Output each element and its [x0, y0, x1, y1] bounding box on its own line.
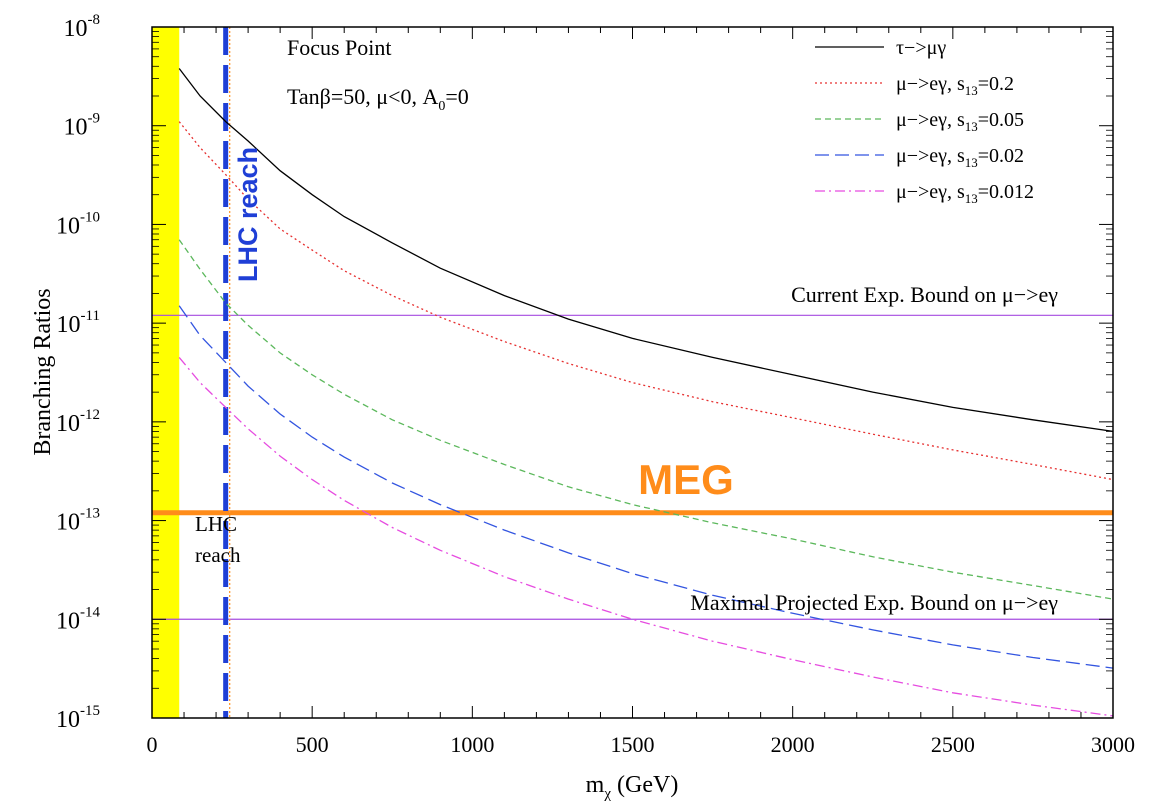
series-line-3 [178, 305, 1114, 669]
lhc-reach-label-line-1: LHC [195, 512, 237, 536]
lhc-reach-label-line-2: reach [195, 543, 241, 567]
legend-label-3: μ−>eγ, s13=0.02 [896, 145, 1024, 170]
x-tick-label: 2000 [771, 732, 815, 757]
y-axis-label: Branching Ratios [30, 288, 56, 455]
legend-label-2: μ−>eγ, s13=0.05 [896, 109, 1024, 134]
y-tick-label: 10-8 [64, 12, 101, 42]
legend-label-0: τ−>μγ [896, 37, 946, 59]
legend-label-1: μ−>eγ, s13=0.2 [896, 73, 1014, 98]
annotation-title-1: Focus Point [287, 35, 392, 60]
x-axis-label: mχ (GeV) [586, 772, 679, 802]
x-tick-label: 500 [296, 732, 329, 757]
series-layer [178, 68, 1114, 717]
x-tick-label: 0 [147, 732, 158, 757]
series-line-2 [178, 239, 1114, 600]
series-line-4 [178, 356, 1114, 717]
annotation-layer: Focus Point Tanβ=50, μ<0, A0=0 LHC reach LH… [195, 35, 1058, 615]
x-tick-label: 2500 [931, 732, 975, 757]
y-tick-label: 10-9 [64, 111, 101, 141]
y-tick-label: 10-14 [56, 604, 100, 634]
lhc-reach-vertical-label: LHC reach [233, 147, 263, 282]
x-tick-label: 1500 [611, 732, 655, 757]
y-tick-label: 10-13 [56, 506, 100, 536]
bound-lines-layer [152, 314, 1113, 620]
y-tick-label: 10-11 [57, 308, 100, 338]
annotation-title-2: Tanβ=50, μ<0, A0=0 [287, 84, 469, 114]
current-bound-label: Current Exp. Bound on μ−>eγ [791, 282, 1058, 307]
x-tick-label: 1000 [450, 732, 494, 757]
series-line-0 [178, 68, 1114, 433]
meg-label: MEG [638, 456, 734, 503]
projected-bound-label: Maximal Projected Exp. Bound on μ−>eγ [690, 590, 1058, 615]
y-tick-label: 10-15 [56, 703, 100, 733]
legend-label-4: μ−>eγ, s13=0.012 [896, 181, 1034, 206]
x-tick-label: 3000 [1091, 732, 1135, 757]
axes-layer: 0 500 1000 1500 2000 2500 3000 10-8 10-9 10-10 10-… [30, 12, 1135, 802]
legend: τ−>μγ μ−>eγ, s13=0.2 μ−>eγ, s13=0.05 μ−>eγ,… [815, 37, 1034, 206]
y-tick-label: 10-10 [56, 209, 100, 239]
y-tick-label: 10-12 [56, 407, 100, 437]
excluded-region-band [152, 27, 180, 718]
excluded-band-layer [152, 27, 180, 718]
lhc-reach-layer [223, 27, 231, 718]
series-line-1 [178, 121, 1114, 481]
